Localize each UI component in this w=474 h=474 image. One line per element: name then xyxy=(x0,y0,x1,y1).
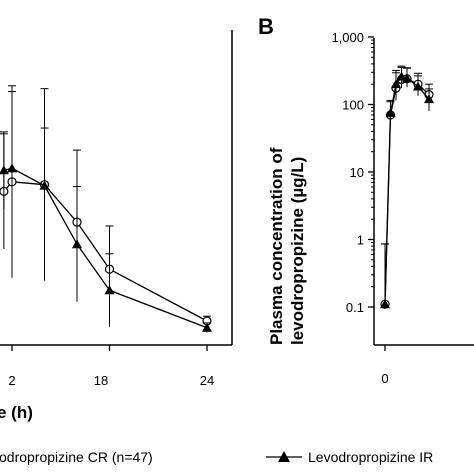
panel-a-point-ir xyxy=(104,285,115,295)
legend-label-cr: odropropizine CR (n=47) xyxy=(0,449,153,465)
legend: odropropizine CR (n=47) Levodropropizine… xyxy=(0,449,433,465)
panel-b-y-tick-label: 0.1 xyxy=(346,300,364,315)
panel-b-plot: B 1,000 100 10 1 0.1 0 Plasma concentration … xyxy=(258,14,474,386)
panel-b-y-tick-label: 10 xyxy=(350,165,364,180)
panel-b-y-tick-label: 1,000 xyxy=(331,30,364,45)
panel-a-series-group xyxy=(0,85,212,351)
panel-a-x-tick-label: 2 xyxy=(8,373,15,388)
panel-a-series-line xyxy=(3,181,208,322)
panel-b-y-axis-title-line2: levodropropizine (µg/L) xyxy=(288,157,307,345)
panel-a-point-ir xyxy=(72,239,82,249)
panel-b-point-ir xyxy=(385,107,396,117)
panel-a-x-tick-label: 24 xyxy=(200,373,214,388)
panel-b-series-group xyxy=(380,65,434,309)
panel-b-point-ir xyxy=(391,79,401,89)
panel-b-y-tick-label: 1 xyxy=(357,233,364,248)
panel-b-x-tick-label: 0 xyxy=(381,371,388,386)
panel-a-point-ir xyxy=(0,165,9,175)
panel-a-x-tick-label: 18 xyxy=(94,373,108,388)
panel-a-point-ir xyxy=(7,163,17,173)
panel-b-point-ir xyxy=(413,81,423,91)
panel-b-point-ir xyxy=(380,299,390,309)
panel-b-y-tick-label: 100 xyxy=(342,98,364,113)
panel-a-point-ir xyxy=(39,180,50,190)
legend-label-ir: Levodropropizine IR xyxy=(308,449,433,465)
legend-marker-ir xyxy=(278,451,290,462)
panel-b-point-ir xyxy=(402,73,412,83)
panel-b-point-ir xyxy=(396,71,407,81)
panel-b-y-axis-title-line1: Plasma concentration of xyxy=(267,147,286,345)
panel-a-plot: 2 18 24 e (h) xyxy=(0,30,233,422)
panel-a-x-axis-title: e (h) xyxy=(0,403,33,422)
panel-a-series-line xyxy=(3,167,208,329)
panel-a-point-ir xyxy=(202,322,212,332)
panel-b-letter: B xyxy=(258,14,274,39)
panel-b-point-ir xyxy=(424,94,434,104)
panel-b-y-ticks: 1,000 100 10 1 0.1 xyxy=(331,30,386,351)
